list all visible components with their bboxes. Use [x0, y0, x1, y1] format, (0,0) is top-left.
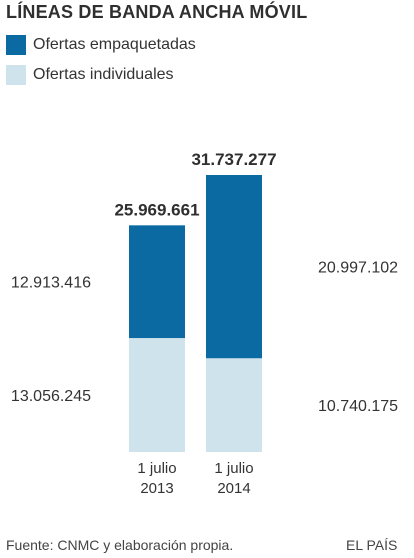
segment-value-label: 10.740.175	[318, 398, 398, 415]
legend-item-bundled: Ofertas empaquetadas	[6, 33, 196, 57]
category-tick-label: 1 julio	[137, 460, 176, 477]
legend-item-individual: Ofertas individuales	[6, 63, 174, 87]
category-tick-label: 1 julio	[214, 460, 253, 477]
category-tick-label: 2013	[140, 480, 173, 497]
bar-segment	[129, 225, 185, 339]
chart-title: LÍNEAS DE BANDA ANCHA MÓVIL	[6, 2, 308, 22]
legend-label-bundled: Ofertas empaquetadas	[33, 36, 196, 53]
legend-swatch-bundled	[6, 35, 26, 55]
bar-segment	[206, 175, 262, 359]
segment-value-label: 12.913.416	[11, 275, 91, 292]
category-tick-label: 2014	[217, 480, 250, 497]
bar-segment	[129, 338, 185, 452]
legend-label-individual: Ofertas individuales	[33, 66, 174, 83]
source-note: Fuente: CNMC y elaboración propia.	[6, 537, 234, 553]
segment-value-label: 20.997.102	[318, 260, 398, 277]
bar-segment	[206, 358, 262, 452]
publisher-credit: EL PAÍS	[346, 537, 398, 553]
total-value-label: 31.737.277	[191, 150, 276, 169]
total-value-label: 25.969.661	[114, 200, 199, 219]
legend-swatch-individual	[6, 65, 26, 85]
segment-value-label: 13.056.245	[11, 388, 91, 405]
